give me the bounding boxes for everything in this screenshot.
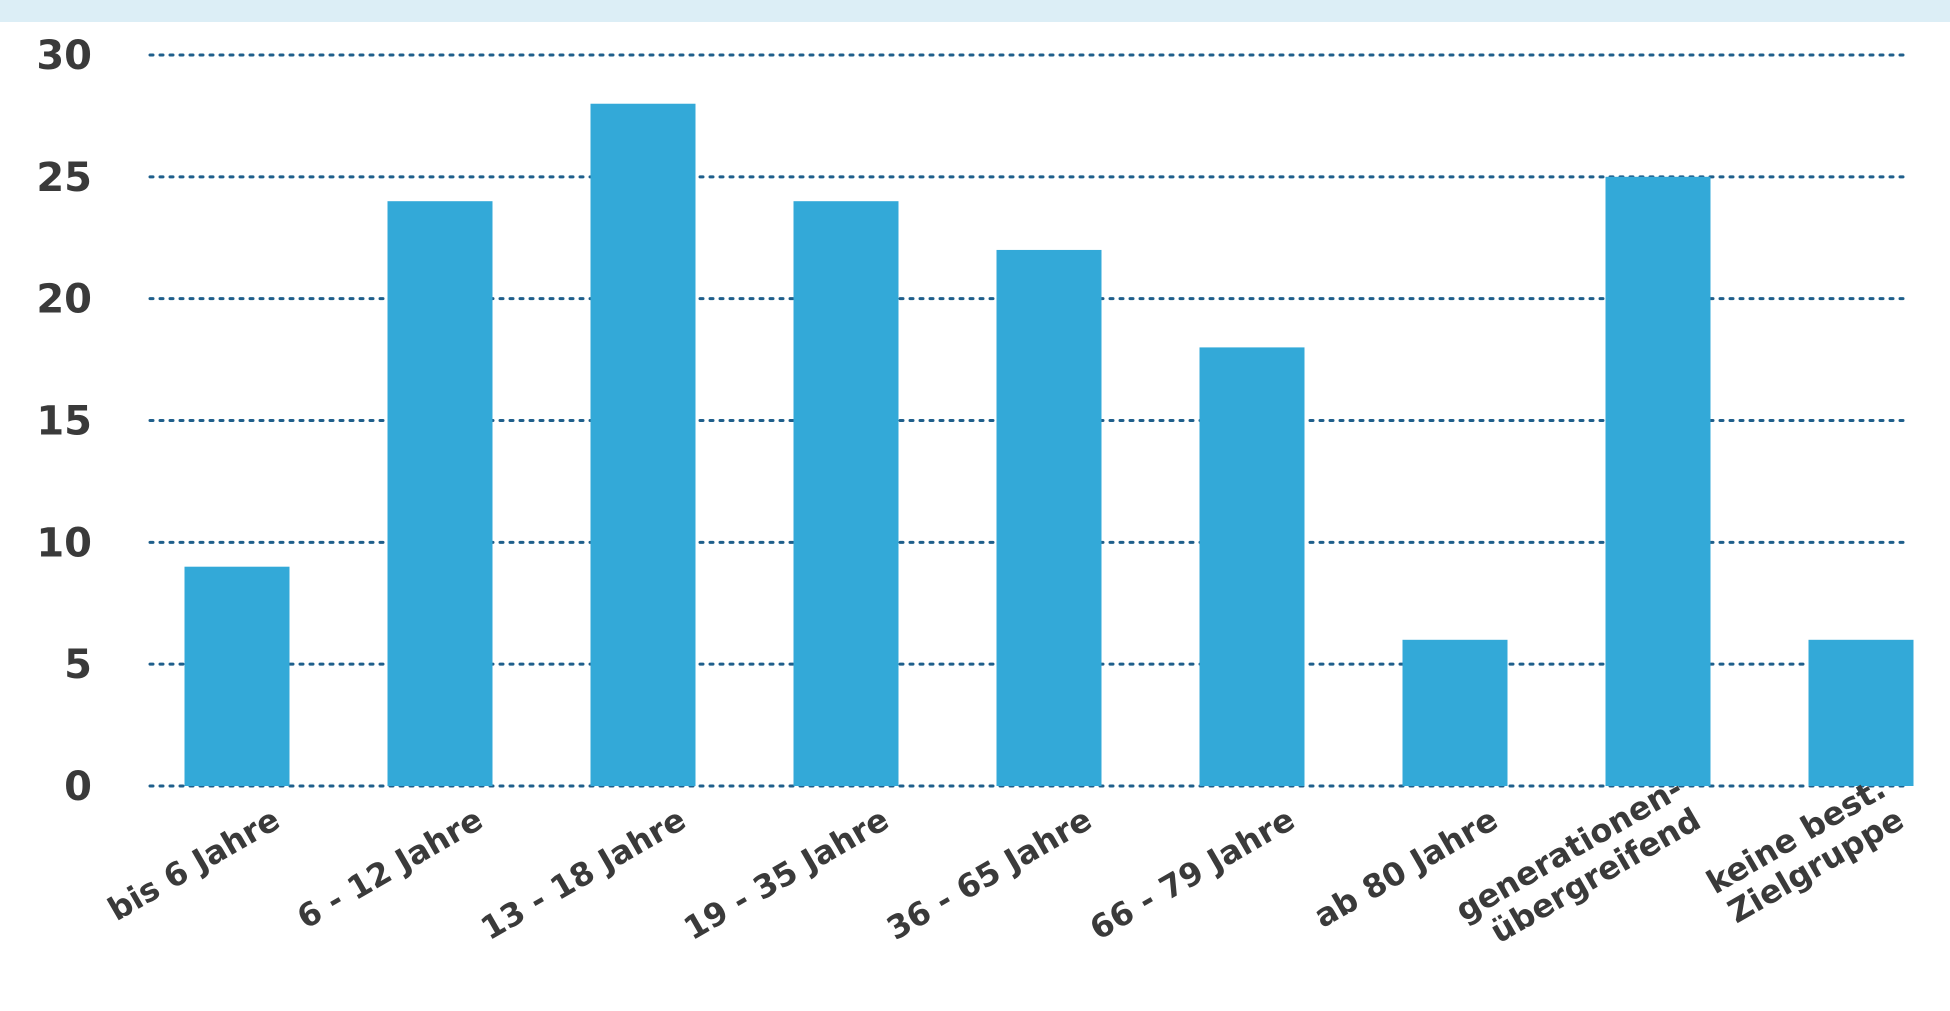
x-tick-label-text: keine best.Zielgruppe xyxy=(1700,769,1910,933)
bar-9 xyxy=(1808,639,1914,786)
bar-7 xyxy=(1402,639,1508,786)
x-tick-label: 19 - 35 Jahre xyxy=(677,800,895,948)
bar-5 xyxy=(996,249,1102,786)
y-tick-label: 15 xyxy=(36,399,92,445)
x-tick-label-text: bis 6 Jahre xyxy=(101,800,286,929)
x-tick-label-text: 66 - 79 Jahre xyxy=(1083,800,1301,948)
bar-3 xyxy=(590,103,696,786)
x-tick-label-text: 13 - 18 Jahre xyxy=(474,800,692,948)
bar-2 xyxy=(387,201,493,786)
y-tick-label: 0 xyxy=(64,764,92,810)
bar-4 xyxy=(793,201,899,786)
y-tick-label: 5 xyxy=(64,642,92,688)
x-tick-label: 66 - 79 Jahre xyxy=(1083,800,1301,948)
x-tick-label: keine best.Zielgruppe xyxy=(1700,769,1910,933)
y-tick-label: 20 xyxy=(36,277,92,323)
x-tick-label-text: 6 - 12 Jahre xyxy=(291,800,489,937)
bar-6 xyxy=(1199,347,1305,786)
y-tick-label: 25 xyxy=(36,155,92,201)
y-tick-label: 10 xyxy=(36,520,92,566)
x-tick-label: 36 - 65 Jahre xyxy=(880,800,1098,948)
y-tick-label: 30 xyxy=(36,33,92,79)
x-tick-label: 13 - 18 Jahre xyxy=(474,800,692,948)
x-tick-label-text: generationen-übergreifend xyxy=(1449,769,1707,961)
x-tick-label: generationen-übergreifend xyxy=(1449,769,1707,961)
bar-1 xyxy=(184,566,290,786)
x-tick-label: bis 6 Jahre xyxy=(101,800,286,929)
y-axis-ticks: 0 5 10 15 20 25 30 xyxy=(36,33,92,810)
x-tick-label-text: 19 - 35 Jahre xyxy=(677,800,895,948)
bars xyxy=(184,103,1914,787)
x-tick-label: 6 - 12 Jahre xyxy=(291,800,489,937)
bar-8 xyxy=(1605,176,1711,787)
top-band xyxy=(0,0,1950,22)
x-tick-label-text: 36 - 65 Jahre xyxy=(880,800,1098,948)
